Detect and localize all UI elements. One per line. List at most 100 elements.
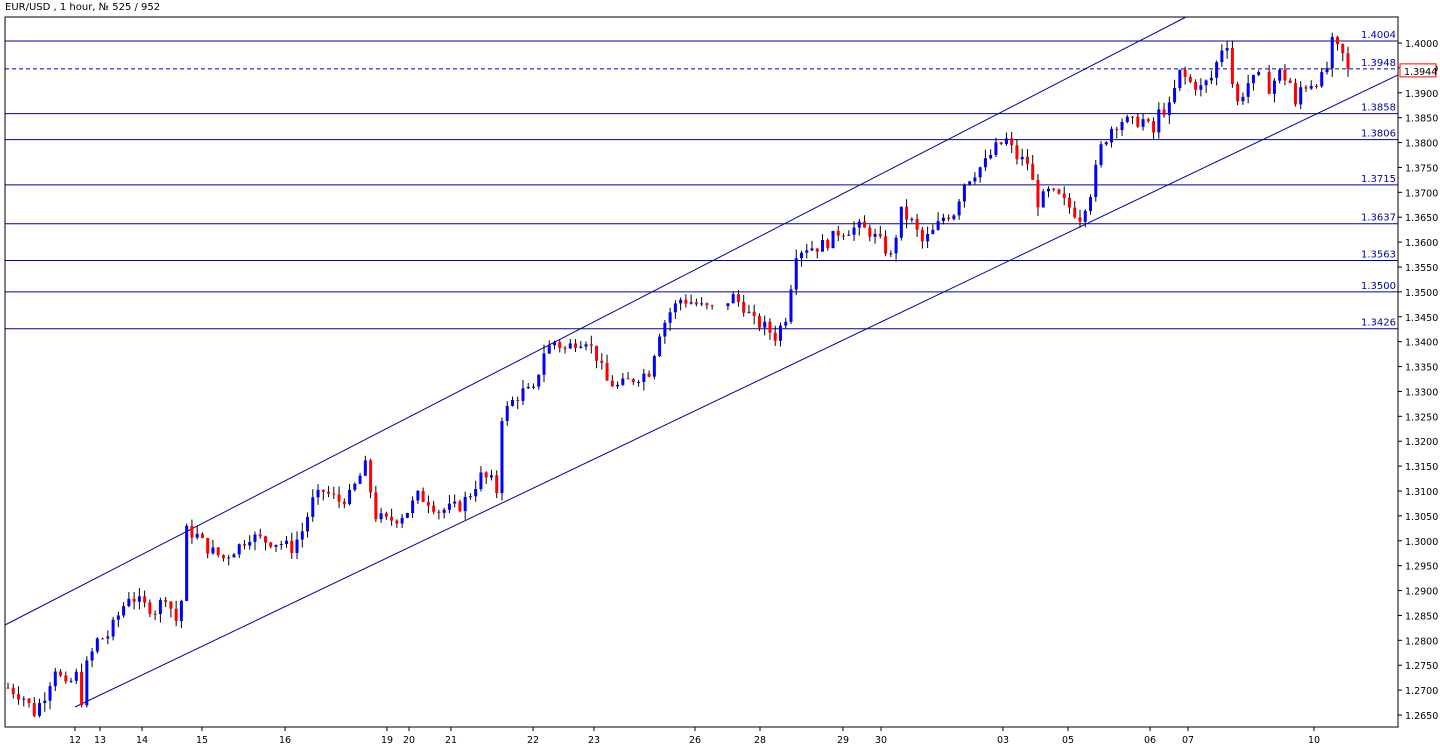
candle <box>558 342 562 348</box>
candle <box>710 305 714 307</box>
candle <box>905 206 909 220</box>
candle <box>1015 145 1019 160</box>
candle <box>553 342 557 346</box>
candle <box>468 496 472 498</box>
candle <box>784 321 788 326</box>
candle <box>631 379 635 383</box>
candle <box>899 206 903 238</box>
level-label: 1.3500 <box>1361 281 1396 292</box>
candle <box>1094 164 1098 198</box>
candle <box>59 671 63 676</box>
candle <box>752 311 756 316</box>
candle <box>1335 36 1339 45</box>
y-tick-label: 1.3550 <box>1405 263 1438 274</box>
candle <box>1173 88 1177 103</box>
y-tick-label: 1.3900 <box>1405 89 1438 100</box>
candle <box>400 517 404 524</box>
candle <box>773 332 777 341</box>
candle <box>505 405 509 422</box>
candle <box>1104 142 1108 145</box>
candle <box>69 680 73 682</box>
candle <box>1178 69 1182 89</box>
candle <box>22 698 26 700</box>
x-tick-label: 22 <box>527 735 539 746</box>
candle <box>616 384 620 387</box>
candle <box>915 218 919 230</box>
candle <box>1188 76 1192 82</box>
candle <box>1267 71 1271 94</box>
candle <box>342 501 346 505</box>
candle <box>637 382 641 384</box>
candle <box>116 615 120 620</box>
y-tick-label: 1.4000 <box>1405 39 1438 50</box>
candle <box>500 421 504 494</box>
candle <box>978 167 982 178</box>
candle <box>232 554 236 558</box>
candle <box>137 596 141 602</box>
candle <box>1278 69 1282 81</box>
candle <box>689 302 693 304</box>
candle <box>17 694 21 700</box>
y-tick-label: 1.2950 <box>1405 562 1438 573</box>
candle <box>274 544 278 547</box>
y-tick-label: 1.3800 <box>1405 139 1438 150</box>
candle <box>968 181 972 185</box>
candle <box>95 638 99 652</box>
y-tick-label: 1.3600 <box>1405 238 1438 249</box>
candle <box>101 638 105 640</box>
candle <box>1110 128 1114 143</box>
candle <box>479 472 483 490</box>
candle <box>190 525 194 538</box>
candle <box>143 596 147 603</box>
candle <box>1052 188 1056 190</box>
x-tick-label: 28 <box>754 735 766 746</box>
candle <box>579 346 583 348</box>
candle <box>621 378 625 385</box>
candle <box>595 345 599 361</box>
y-tick-label: 1.3050 <box>1405 512 1438 523</box>
y-tick-label: 1.3500 <box>1405 288 1438 299</box>
y-tick-label: 1.3000 <box>1405 537 1438 548</box>
plot-frame <box>4 16 1399 728</box>
x-tick-label: 23 <box>588 735 600 746</box>
candle <box>799 252 803 259</box>
candle <box>568 343 572 349</box>
candle <box>962 184 966 202</box>
candle <box>1157 109 1161 133</box>
candle <box>910 218 914 220</box>
candle <box>947 217 951 220</box>
candle <box>957 201 961 216</box>
candle <box>227 557 231 559</box>
candle <box>258 534 262 537</box>
candle <box>1325 68 1329 73</box>
candle <box>1078 217 1082 222</box>
candle <box>1031 163 1035 180</box>
candle <box>463 496 467 512</box>
candle <box>1089 197 1093 211</box>
candle <box>390 516 394 521</box>
candle <box>789 289 793 322</box>
candle <box>405 513 409 518</box>
current-price-label: 1.3944 <box>1404 67 1437 78</box>
candle <box>673 303 677 313</box>
x-tick-label: 13 <box>94 735 106 746</box>
candle <box>1067 197 1071 208</box>
candle <box>1241 96 1245 102</box>
candle <box>11 687 15 695</box>
candle <box>852 227 856 235</box>
candle <box>1057 189 1061 194</box>
candle <box>358 475 362 484</box>
candle <box>1115 128 1119 131</box>
candle <box>1041 191 1045 208</box>
candle <box>1304 87 1308 89</box>
x-tick-label: 20 <box>403 735 415 746</box>
y-tick-label: 1.3150 <box>1405 462 1438 473</box>
candle <box>810 248 814 251</box>
candle <box>153 613 157 615</box>
candle <box>6 687 10 689</box>
candle <box>926 234 930 242</box>
candle <box>1083 210 1087 222</box>
y-tick-label: 1.2750 <box>1405 661 1438 672</box>
x-tick-label: 16 <box>279 735 291 746</box>
